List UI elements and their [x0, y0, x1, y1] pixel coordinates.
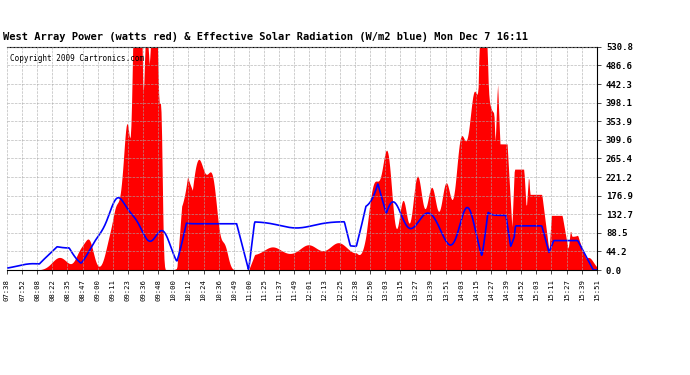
- Text: West Array Power (watts red) & Effective Solar Radiation (W/m2 blue) Mon Dec 7 1: West Array Power (watts red) & Effective…: [3, 32, 529, 42]
- Text: Copyright 2009 Cartronics.com: Copyright 2009 Cartronics.com: [10, 54, 144, 63]
